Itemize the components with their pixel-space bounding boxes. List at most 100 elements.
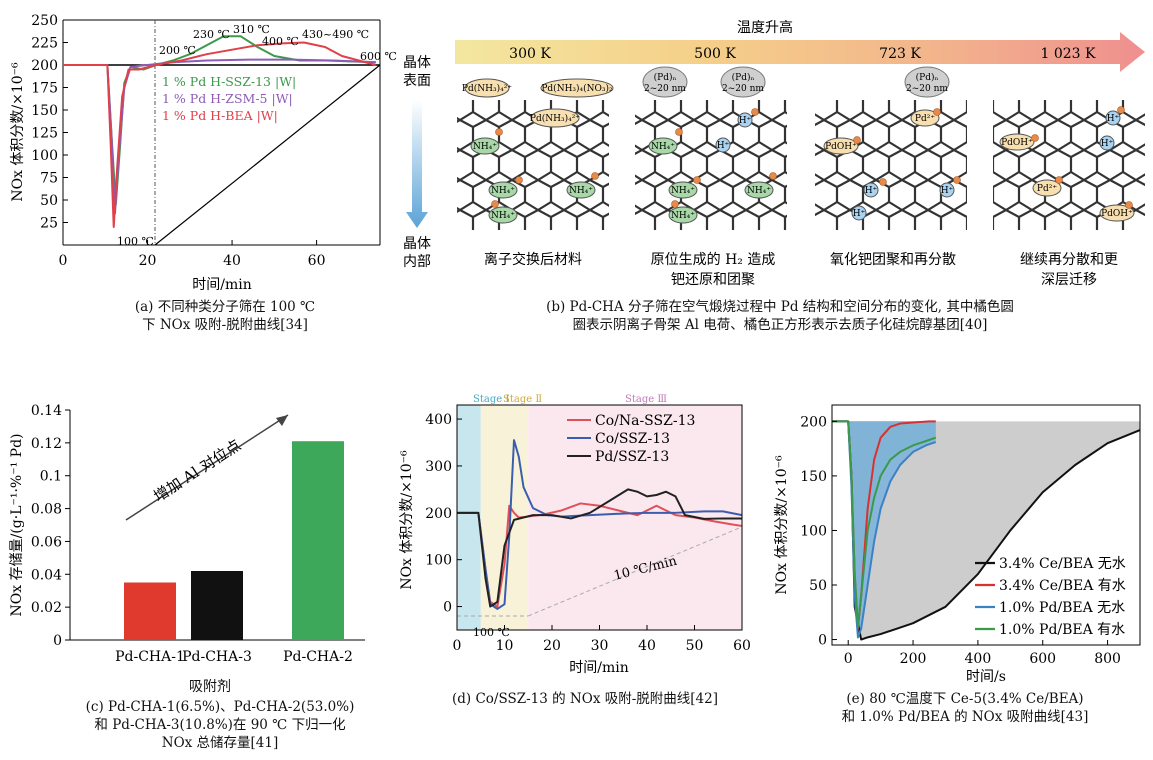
chart-c-ytick-label: 0 xyxy=(53,633,62,649)
chart-d-xlabel: 时间/min xyxy=(569,660,629,676)
chart-a: 25 50 75 100 125 150 175 200 225 250 0 20 40 60 NOx 体… xyxy=(10,13,397,293)
svg-text:NH₄⁺: NH₄⁺ xyxy=(651,142,675,152)
chart-a-ramp-line xyxy=(154,64,381,246)
svg-text:NH₄⁺: NH₄⁺ xyxy=(473,142,497,152)
nh4-2 xyxy=(488,181,518,199)
chart-d-legend-label: Co/Na-SSZ-13 xyxy=(595,413,695,429)
chart-d-xtick-label: 50 xyxy=(686,638,704,654)
chart-c-ytick-label: 0.14 xyxy=(31,403,62,419)
chart-c-ytick-label: 0.06 xyxy=(31,534,62,550)
chart-d-ytick-label: 0 xyxy=(443,600,452,616)
svg-text:NH₄⁺: NH₄⁺ xyxy=(671,186,695,196)
chart-d-ytick-label: 400 xyxy=(425,412,452,428)
legend-bea: 1 % Pd H-BEA |W| xyxy=(162,108,278,123)
h-ion-6 xyxy=(1105,110,1121,126)
svg-text:NH₄⁺: NH₄⁺ xyxy=(671,211,695,221)
chart-e-xtick-label: 0 xyxy=(844,651,853,667)
pd-ammine-surface xyxy=(464,78,510,98)
temp-723k: 723 K xyxy=(879,46,921,62)
chart-a-ytick-label: 75 xyxy=(40,171,58,187)
chart-c-ytick-label: 0.12 xyxy=(31,436,62,452)
pdoh-1 xyxy=(823,137,859,155)
stage-label-2b: 钯还原和团聚 xyxy=(671,272,755,288)
chart-a-xlabel: 时间/min xyxy=(192,277,252,293)
chart-d-legend-label: Pd/SSZ-13 xyxy=(595,449,669,465)
chart-e-frame xyxy=(831,404,1141,646)
caption-b: (b) Pd-CHA 分子筛在空气煅烧过程中 Pd 结构和空间分布的变化, 其中… xyxy=(546,299,1014,333)
svg-text:Pd(NH₃)₄²⁺: Pd(NH₃)₄²⁺ xyxy=(462,83,512,94)
chart-e-legend-label: 3.4% Ce/BEA 无水 xyxy=(999,556,1126,572)
svg-text:NH₄⁺: NH₄⁺ xyxy=(569,186,593,196)
chart-d-series-2 xyxy=(457,488,742,608)
chart-e-legend-label: 1.0% Pd/BEA 无水 xyxy=(999,600,1125,616)
pd-cluster-3 xyxy=(904,66,950,98)
nh4-6 xyxy=(668,181,698,199)
chart-e-xtick-label: 600 xyxy=(1029,651,1056,667)
svg-text:NH₄⁺: NH₄⁺ xyxy=(491,186,515,196)
chart-e-ytick-label: 150 xyxy=(800,469,827,485)
svg-text:NH₄⁺: NH₄⁺ xyxy=(747,186,771,196)
chart-a-anno-200: 200 ℃ xyxy=(159,44,196,57)
side-top-1: 晶体 xyxy=(403,55,431,71)
stage2-label: Stage Ⅱ xyxy=(503,394,542,405)
al-charge-markers xyxy=(491,106,1133,209)
chart-d-xtick-label: 60 xyxy=(733,638,751,654)
stage-label-3: 氧化钯团聚和再分散 xyxy=(830,252,956,268)
temp-1023k: 1 023 K xyxy=(1041,46,1097,62)
caption-e: (e) 80 ℃温度下 Ce-5(3.4% Ce/BEA) 和 1.0% Pd/B… xyxy=(841,691,1089,725)
chart-a-series-2 xyxy=(63,41,377,228)
side-top-2: 表面 xyxy=(403,73,431,89)
chart-e-series-3 xyxy=(832,420,937,628)
chart-c-ytick-label: 0.04 xyxy=(31,567,62,583)
svg-text:H⁺: H⁺ xyxy=(739,116,752,126)
svg-text:H⁺: H⁺ xyxy=(941,186,954,196)
svg-text:(Pd)ₙ: (Pd)ₙ xyxy=(654,72,677,83)
chart-c-ytick-label: 0.1 xyxy=(40,469,62,485)
nh4-5 xyxy=(648,137,678,155)
chart-e-legend: 3.4% Ce/BEA 无水 3.4% Ce/BEA 有水 1.0% Pd/BEA … xyxy=(975,556,1126,638)
legend-ssz13: 1 % Pd H-SSZ-13 |W| xyxy=(162,74,296,89)
framework-2 xyxy=(635,100,787,230)
chart-e-area-2 xyxy=(832,421,936,638)
pdoh-3 xyxy=(1099,204,1135,222)
chart-c-arrow-label: 增加 Al 对位点 xyxy=(150,436,244,506)
caption-a: (a) 不同种类分子筛在 100 ℃ 下 NOx 吸附-脱附曲线[34] xyxy=(134,299,316,333)
chart-c: 00.020.040.060.080.10.120.14Pd-CHA-1Pd-C… xyxy=(9,403,365,665)
chart-c-ylabel: NOx 存储量/(g·L⁻¹·%⁻¹ Pd) xyxy=(9,433,25,616)
svg-text:H⁺: H⁺ xyxy=(1101,139,1114,149)
chart-a-ytick-label: 25 xyxy=(40,216,58,232)
chart-c-ytick-label: 0.08 xyxy=(31,502,62,518)
svg-text:PdOH⁺: PdOH⁺ xyxy=(1001,138,1033,148)
chart-d-ylabel: NOx 体积分数/×10⁻⁶ xyxy=(399,450,415,590)
chart-c-xtick-label: Pd-CHA-2 xyxy=(283,649,353,665)
chart-e: 0 50 100 150 200 0 200 400 600 800 3.4% Ce/BEA 无水… xyxy=(774,404,1141,685)
nh4-8 xyxy=(668,206,698,224)
svg-text:Pd²⁺: Pd²⁺ xyxy=(915,114,935,124)
chart-c-xtick-label: Pd-CHA-1 xyxy=(115,649,185,665)
framework-3 xyxy=(815,100,967,230)
svg-text:H⁺: H⁺ xyxy=(853,209,866,219)
chart-a-anno-400: 400 ℃ xyxy=(262,35,299,48)
chart-c-xtick-label: Pd-CHA-3 xyxy=(182,649,252,665)
svg-text:PdOH⁺: PdOH⁺ xyxy=(825,142,857,152)
chart-e-ytick-label: 200 xyxy=(800,414,827,430)
svg-text:Pd(NH₃)₄(NO₃)₂: Pd(NH₃)₄(NO₃)₂ xyxy=(541,83,613,94)
chart-e-ytick-label: 0 xyxy=(818,633,827,649)
temp-500k: 500 K xyxy=(694,46,736,62)
chart-a-xtick-label: 20 xyxy=(139,253,157,269)
chart-d-ramp xyxy=(528,526,743,617)
nh4-3 xyxy=(566,181,596,199)
temperature-banner-arrow xyxy=(455,32,1145,72)
caption-d: (d) Co/SSZ-13 的 NOx 吸附-脱附曲线[42] xyxy=(452,691,718,707)
stage-label-4a: 继续再分散和更 xyxy=(1020,251,1118,268)
chart-a-ytick-label: 100 xyxy=(31,148,58,164)
chart-c-ytick-label: 0.02 xyxy=(31,600,62,616)
side-bottom-1: 晶体 xyxy=(403,236,431,252)
chart-e-xtick-label: 200 xyxy=(900,651,927,667)
h-ion-1 xyxy=(737,112,753,128)
chart-d-temp-label: 100 ℃ xyxy=(473,626,510,639)
chart-d-xtick-label: 0 xyxy=(453,638,462,654)
h-ion-7 xyxy=(1099,135,1115,151)
stage1-band xyxy=(457,405,481,630)
chart-c-xlabel: 吸附剂 xyxy=(189,679,231,695)
